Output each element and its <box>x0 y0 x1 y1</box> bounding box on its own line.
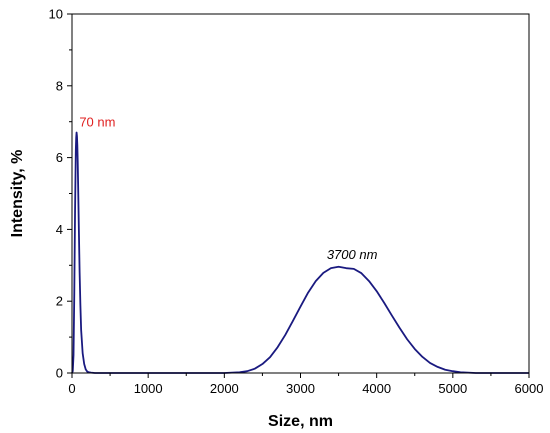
x-tick-label: 6000 <box>515 381 544 396</box>
y-tick-label: 2 <box>56 294 63 309</box>
x-tick-label: 3000 <box>286 381 315 396</box>
axes: 0 1000 2000 3000 4000 5000 6000 0 2 4 6 8 10 <box>49 7 544 397</box>
y-tick-label: 4 <box>56 222 63 237</box>
y-axis-title: Intensity, % <box>9 150 26 238</box>
x-tick-label: 0 <box>68 381 75 396</box>
y-tick-label: 10 <box>49 7 63 22</box>
x-tick-label: 5000 <box>438 381 467 396</box>
x-tick-label: 1000 <box>134 381 163 396</box>
plot-frame <box>71 13 530 374</box>
peak-label-70nm: 70 nm <box>79 114 115 129</box>
peak-label-3700nm: 3700 nm <box>327 247 378 262</box>
series-line <box>71 131 529 374</box>
y-tick-label: 0 <box>56 366 63 381</box>
x-tick-label: 2000 <box>210 381 239 396</box>
x-axis-title: Size, nm <box>268 413 333 430</box>
y-tick-label: 6 <box>56 150 63 165</box>
y-tick-label: 8 <box>56 78 63 93</box>
x-tick-label: 4000 <box>362 381 391 396</box>
plot-area: 70 nm 3700 nm <box>71 114 529 374</box>
